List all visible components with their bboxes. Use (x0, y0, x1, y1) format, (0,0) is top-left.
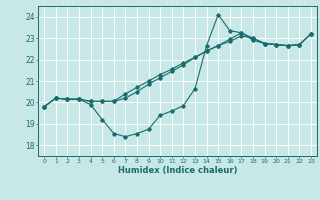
X-axis label: Humidex (Indice chaleur): Humidex (Indice chaleur) (118, 166, 237, 175)
